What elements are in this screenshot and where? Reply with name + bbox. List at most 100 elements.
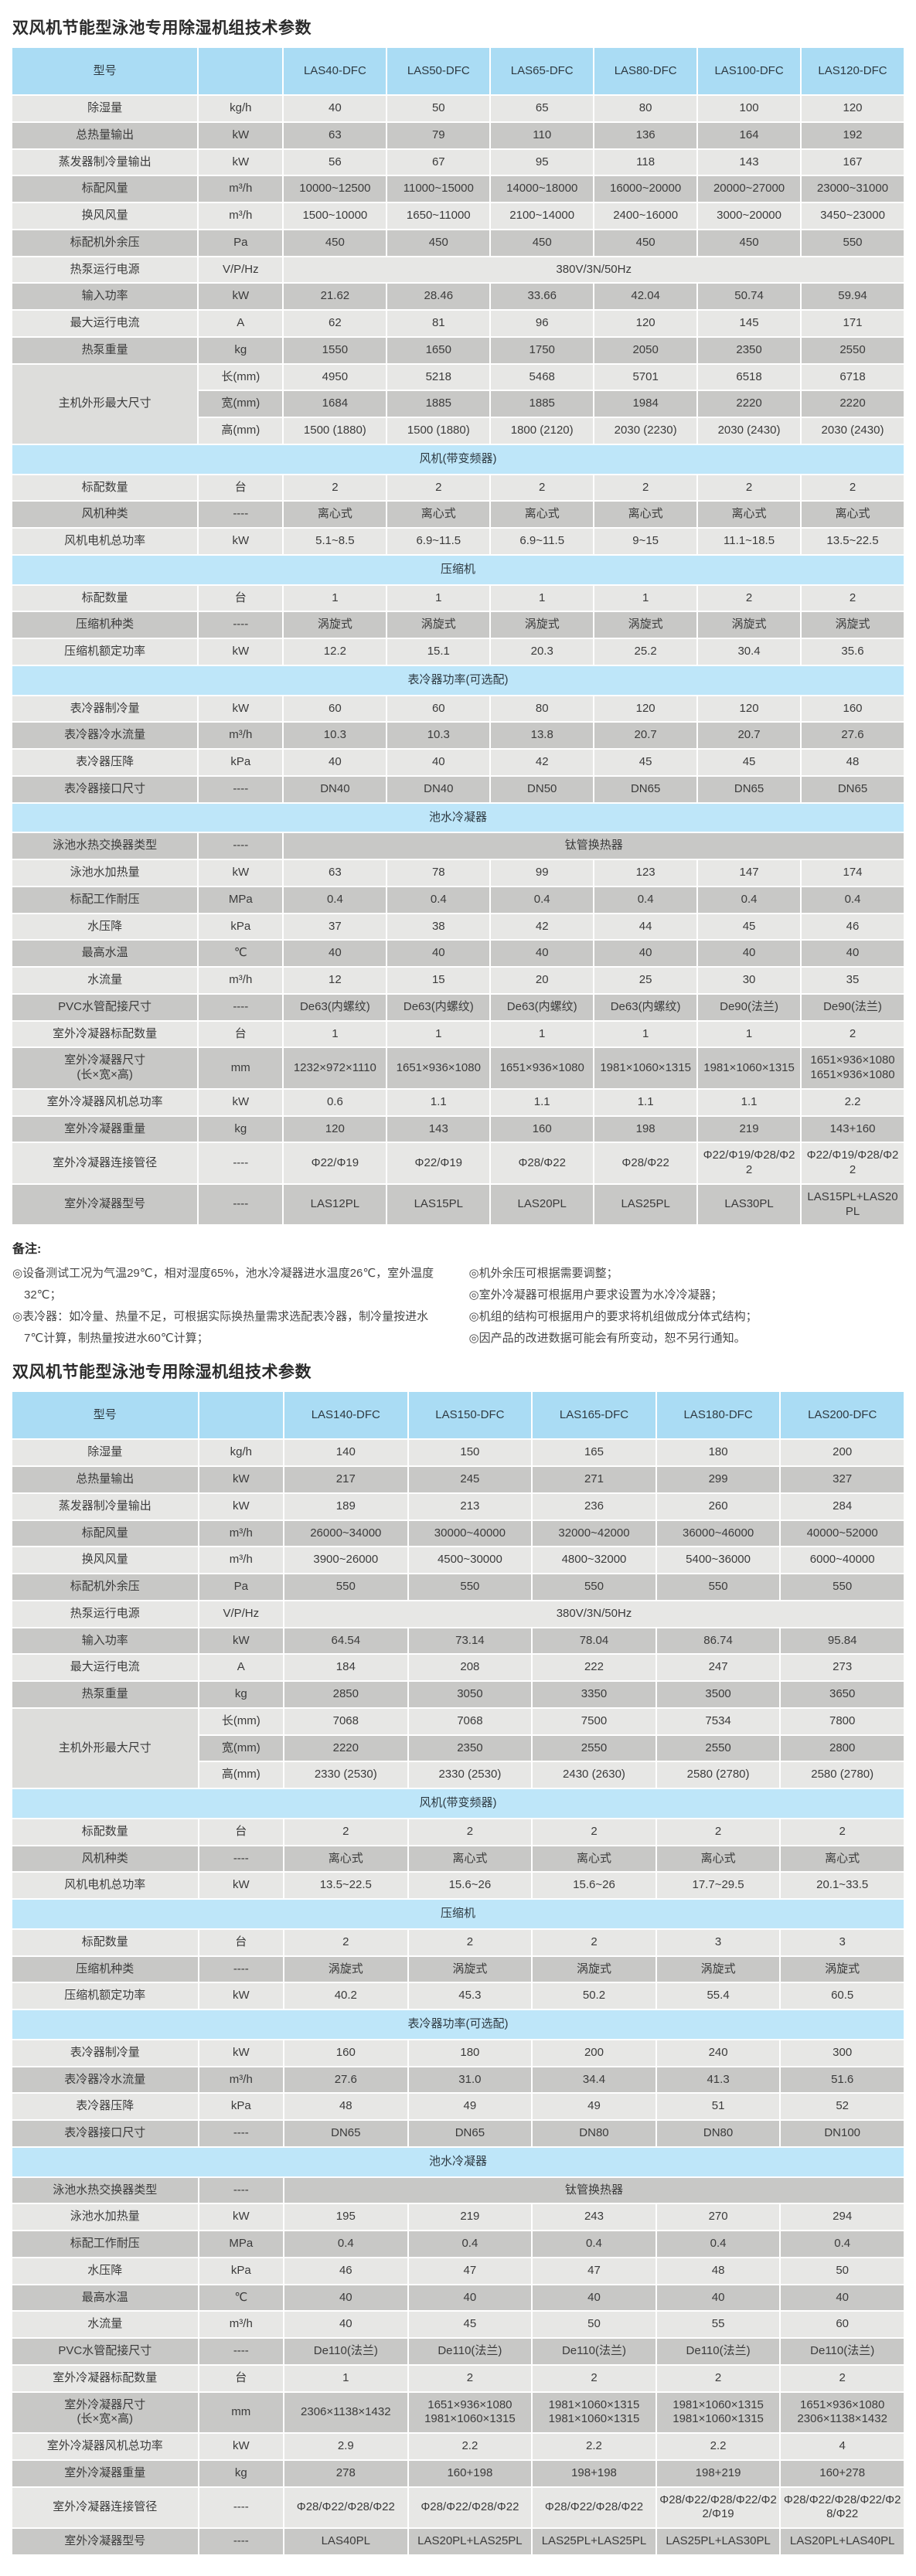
row-value: 离心式 [284, 1846, 407, 1872]
table-row: 标配数量台 2 2 2 2 2 [12, 1819, 904, 1845]
table-row: 最大运行电流 A 184 208 222 247 273 [12, 1655, 904, 1680]
row-value: 30.4 [698, 639, 801, 665]
row-unit: kPa [199, 914, 283, 940]
row-unit: kPa [199, 750, 283, 775]
row-value: 143 [698, 149, 801, 175]
row-value: 0.4 [387, 886, 490, 913]
row-unit: kW [199, 1628, 283, 1654]
row-unit: 高(mm) [199, 1762, 283, 1788]
note-item: ◎机组的结构可根据用户的要求将机组做成分体式结构； [468, 1309, 758, 1323]
row-value: 40 [533, 2285, 656, 2311]
row-value: 45 [594, 750, 697, 775]
row-value: 63 [284, 860, 386, 886]
table-row: 输入功率 kW 21.62 28.46 33.66 42.04 50.74 59.94 [12, 284, 904, 309]
row-unit: kW [199, 2434, 283, 2459]
row-value: 40 [491, 941, 594, 966]
row-value: 278 [284, 2460, 407, 2486]
table-row: 总热量输出 kW 63 79 110 136 164 192 [12, 122, 904, 148]
row-value: 2400~16000 [594, 203, 697, 229]
row-value: DN65 [802, 776, 904, 802]
row-unit: V/P/Hz [199, 1601, 283, 1627]
table-row: 标配工作耐压 MPa 0.4 0.4 0.4 0.4 0.4 0.4 [12, 886, 904, 913]
row-value: 2.2 [408, 2434, 532, 2459]
row-value: 450 [491, 230, 594, 256]
row-value: 180 [656, 1440, 780, 1465]
model-name: LAS180-DFC [656, 1392, 780, 1439]
row-value: 1 [491, 585, 594, 611]
model-header-row: 型号 LAS140-DFC LAS150-DFC LAS165-DFC LAS180-D… [12, 1392, 904, 1439]
row-value: De110(法兰) [781, 2339, 904, 2364]
row-value: 涡旋式 [533, 1956, 656, 1982]
row-value: 140 [284, 1440, 407, 1465]
table-row: 室外冷凝器重量 kg 278 160+198 198+198 198+219 160+278 [12, 2460, 904, 2486]
row-value: 离心式 [781, 1846, 904, 1872]
row-value: 171 [802, 311, 904, 336]
table-row: 除湿量 kg/h 140 150 165 180 200 [12, 1440, 904, 1465]
row-label: 最大运行电流 [12, 311, 198, 336]
row-value: 2 [387, 475, 490, 501]
row-value: 2800 [781, 1735, 904, 1761]
header-unit-spacer [199, 48, 283, 94]
row-value: 2100~14000 [491, 203, 594, 229]
row-unit: ---- [199, 1846, 283, 1872]
table-row: 风机电机总功率 kW 13.5~22.5 15.6~26 15.6~26 17.7~29.… [12, 1873, 904, 1898]
row-value: 240 [656, 2040, 780, 2066]
row-value: 50.2 [533, 1983, 656, 2009]
row-value: 2 [802, 475, 904, 501]
table-row: 蒸发器制冷量输出 kW 189 213 236 260 284 [12, 1493, 904, 1519]
table-row: 室外冷凝器风机总功率 kW 0.6 1.1 1.1 1.1 1.1 2.2 [12, 1089, 904, 1115]
row-value: 243 [533, 2204, 656, 2230]
row-value: Φ22/Φ19/Φ28/Φ22 [698, 1143, 801, 1183]
model-name: LAS150-DFC [408, 1392, 532, 1439]
row-value: 6.9~11.5 [387, 529, 490, 554]
row-label: 室外冷凝器风机总功率 [12, 1089, 198, 1115]
table-row: PVC水管配接尺寸 ---- De110(法兰) De110(法兰) De110(法兰)… [12, 2339, 904, 2364]
row-unit: 台 [199, 1819, 283, 1845]
row-value: 2 [802, 585, 904, 611]
row-value: 40 [594, 941, 697, 966]
row-value: DN65 [698, 776, 801, 802]
row-label: 室外冷凝器尺寸 (长×宽×高) [12, 1048, 198, 1088]
row-group-label: 主机外形最大尺寸 [12, 364, 198, 444]
table-row: 表冷器制冷量 kW 160 180 200 240 300 [12, 2040, 904, 2066]
section-row: 池水冷凝器 [12, 2147, 904, 2176]
row-value: 52 [781, 2094, 904, 2119]
row-value: 1 [284, 2365, 407, 2391]
note-item: ◎室外冷凝器可根据用户要求设置为水冷冷凝器； [468, 1288, 723, 1302]
row-value: 208 [408, 1655, 532, 1680]
table-row: 标配数量台 2 2 2 3 3 [12, 1929, 904, 1955]
row-value: 299 [656, 1467, 780, 1492]
row-value: 1750 [491, 337, 594, 363]
row-value: 3050 [408, 1682, 532, 1707]
row-value: 2580 (2780) [656, 1762, 780, 1788]
row-unit: kW [199, 2040, 283, 2066]
table-row: 室外冷凝器尺寸 (长×宽×高) mm 2306×1138×1432 1651×936×… [12, 2392, 904, 2432]
table-row: 室外冷凝器标配数量台 1 1 1 1 1 2 [12, 1021, 904, 1047]
row-label: 水流量 [12, 968, 198, 993]
row-unit: kW [199, 1493, 283, 1519]
row-value: 56 [284, 149, 386, 175]
row-unit: ℃ [199, 941, 283, 966]
row-value: 2306×1138×1432 [284, 2392, 407, 2432]
row-value: 2850 [284, 1682, 407, 1707]
table1-mount: 型号 LAS40-DFC LAS50-DFC LAS65-DFC LAS80-DFC LA… [11, 46, 905, 1227]
row-value: 40 [284, 2312, 407, 2337]
row-value: 9~15 [594, 529, 697, 554]
row-unit: kW [199, 639, 283, 665]
row-value: 300 [781, 2040, 904, 2066]
row-value: 涡旋式 [491, 612, 594, 638]
row-value: 涡旋式 [594, 612, 697, 638]
row-value: 1.1 [387, 1089, 490, 1115]
row-label: 风机种类 [12, 1846, 198, 1872]
section-row: 风机(带变频器) [12, 1789, 904, 1818]
row-value: 涡旋式 [284, 1956, 407, 1982]
row-value: 2 [698, 475, 801, 501]
row-value: 30 [698, 968, 801, 993]
row-value: 0.4 [594, 886, 697, 913]
row-value: De63(内螺纹) [387, 994, 490, 1020]
row-unit: ---- [199, 1143, 283, 1183]
table-row: 室外冷凝器连接管径 ---- Φ28/Φ22/Φ28/Φ22 Φ28/Φ22/Φ28/… [12, 2487, 904, 2527]
row-value: 160 [802, 696, 904, 722]
row-value: 60.5 [781, 1983, 904, 2009]
row-value: 0.4 [491, 886, 594, 913]
